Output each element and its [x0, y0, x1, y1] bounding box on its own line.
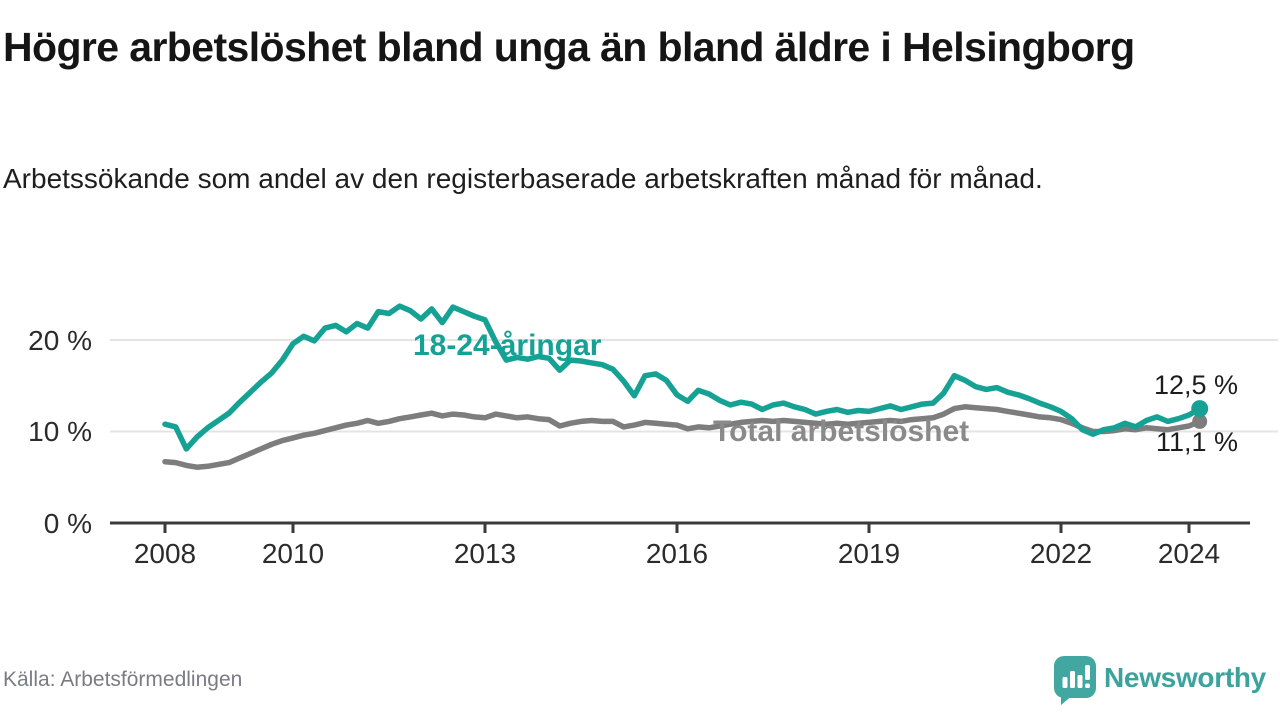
y-tick-10pct: 10 %	[28, 416, 92, 447]
page-subtitle: Arbetssökande som andel av den registerb…	[3, 163, 1043, 194]
y-tick-0pct: 0 %	[44, 508, 92, 539]
x-axis-labels: 2008 2010 2013 2016 2019 2022 2024	[134, 538, 1220, 569]
end-value-label-youth: 12,5 %	[1154, 370, 1238, 400]
brand-wordmark: Newsworthy	[1104, 662, 1266, 693]
series-label-youth: 18-24-åringar	[413, 329, 602, 362]
x-tick-2019: 2019	[838, 538, 900, 569]
y-axis-labels: 20 % 10 % 0 %	[28, 325, 92, 539]
line-youth-unemployment	[162, 303, 1203, 452]
x-tick-2010: 2010	[262, 538, 324, 569]
y-tick-20pct: 20 %	[28, 325, 92, 356]
end-value-label-total: 11,1 %	[1156, 427, 1238, 457]
line-total-unemployment	[162, 404, 1203, 470]
endpoint-dot-youth	[1191, 400, 1209, 418]
x-tick-2022: 2022	[1030, 538, 1092, 569]
page-title: Högre arbetslöshet bland unga än bland ä…	[3, 24, 1135, 70]
logo-bar-chart-glyph	[1062, 665, 1090, 688]
x-tick-2016: 2016	[646, 538, 708, 569]
x-tick-2008: 2008	[134, 538, 196, 569]
newsworthy-brand: Newsworthy	[1052, 654, 1278, 705]
x-axis-ticks	[163, 523, 1191, 533]
endpoint-dot-total	[1192, 413, 1208, 429]
source-note: Källa: Arbetsförmedlingen	[3, 668, 243, 691]
series-label-total: Total arbetslöshet	[713, 415, 969, 448]
x-tick-2024: 2024	[1158, 538, 1220, 569]
newsworthy-logo-icon	[1054, 656, 1096, 705]
x-tick-2013: 2013	[454, 538, 516, 569]
